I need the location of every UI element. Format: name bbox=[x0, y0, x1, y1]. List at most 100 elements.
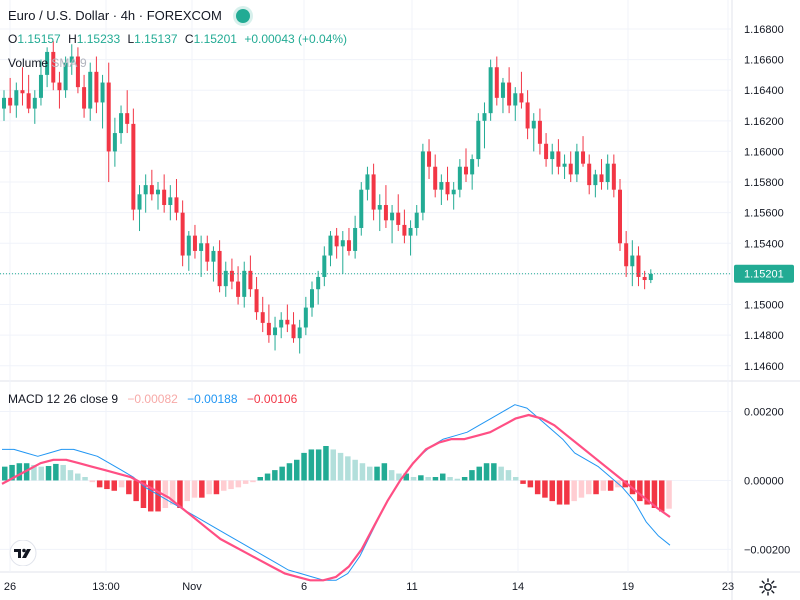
macd-histogram-bar bbox=[228, 480, 234, 490]
macd-lines bbox=[1, 404, 671, 582]
macd-histogram bbox=[2, 446, 672, 512]
macd-histogram-bar bbox=[498, 466, 504, 481]
candle-body bbox=[291, 324, 296, 339]
candle-body bbox=[519, 93, 524, 103]
macd-histogram-bar bbox=[67, 470, 74, 481]
macd-histogram-bar bbox=[600, 480, 607, 491]
candle-body bbox=[507, 82, 512, 106]
candle-body bbox=[45, 51, 50, 75]
candle-body bbox=[112, 133, 117, 152]
candle-body bbox=[20, 90, 25, 94]
time-tick-label: 13:00 bbox=[92, 581, 120, 593]
macd-hist-value: −0.00082 bbox=[127, 392, 178, 406]
macd-histogram-bar bbox=[199, 480, 205, 498]
change-value: +0.00043 (+0.04%) bbox=[244, 32, 348, 46]
candle-body bbox=[125, 113, 130, 124]
candle-body bbox=[353, 227, 358, 251]
candle-body bbox=[260, 312, 265, 323]
candle-body bbox=[562, 163, 567, 167]
macd-histogram-bar bbox=[9, 464, 15, 481]
price-tick-label: 1.15800 bbox=[744, 177, 784, 189]
price-candles bbox=[0, 41, 732, 354]
candle-body bbox=[482, 113, 487, 121]
macd-histogram-bar bbox=[206, 480, 212, 495]
price-axis[interactable]: 1.16800 1.16600 1.16400 1.16200 1.16000 1.158… bbox=[734, 24, 794, 556]
candle-body bbox=[229, 270, 234, 282]
candle-body bbox=[75, 56, 80, 88]
candle-body bbox=[223, 270, 228, 287]
candle-body bbox=[624, 243, 629, 267]
candle-body bbox=[371, 174, 376, 210]
candle-body bbox=[26, 93, 31, 109]
volume-legend[interactable]: Volume SMA 9 bbox=[8, 56, 87, 70]
macd-histogram-bar bbox=[659, 480, 665, 512]
candle-body bbox=[322, 255, 327, 277]
macd-histogram-bar bbox=[126, 480, 132, 495]
macd-tick-label: −0.00200 bbox=[744, 544, 790, 556]
close-value: 1.15201 bbox=[193, 32, 237, 46]
candle-body bbox=[236, 281, 241, 297]
candle-body bbox=[248, 270, 253, 290]
macd-histogram-bar bbox=[169, 480, 176, 505]
macd-histogram-bar bbox=[505, 470, 512, 481]
macd-histogram-bar bbox=[323, 446, 329, 481]
candle-body bbox=[297, 327, 302, 339]
candle-body bbox=[618, 189, 622, 244]
macd-histogram-bar bbox=[352, 459, 358, 481]
candle-body bbox=[494, 67, 499, 98]
candle-body bbox=[414, 212, 419, 228]
candle-body bbox=[611, 163, 616, 190]
candle-body bbox=[642, 276, 647, 281]
macd-histogram-bar bbox=[666, 480, 672, 509]
candle-body bbox=[32, 97, 37, 109]
macd-histogram-bar bbox=[242, 480, 249, 484]
candle-body bbox=[420, 151, 425, 213]
macd-histogram-bar bbox=[527, 480, 534, 488]
price-tick-label: 1.14600 bbox=[744, 361, 784, 373]
settings-gear-icon[interactable] bbox=[758, 577, 778, 597]
candle-body bbox=[433, 166, 438, 190]
price-tick-label: 1.16000 bbox=[744, 146, 784, 158]
candle-body bbox=[396, 212, 401, 225]
macd-histogram-bar bbox=[133, 480, 139, 502]
macd-histogram-bar bbox=[235, 480, 242, 488]
price-tick-label: 1.16600 bbox=[744, 55, 784, 67]
tradingview-logo-icon[interactable] bbox=[8, 540, 38, 566]
macd-histogram-bar bbox=[491, 463, 497, 481]
time-axis[interactable]: 26 13:00 Nov 6 11 14 19 23 bbox=[4, 581, 734, 593]
macd-histogram-bar bbox=[264, 473, 271, 481]
macd-histogram-bar bbox=[520, 480, 526, 484]
macd-histogram-bar bbox=[549, 480, 555, 502]
candle-body bbox=[574, 151, 579, 175]
candle-body bbox=[408, 227, 413, 236]
high-label: H bbox=[68, 32, 77, 46]
time-tick-label: 19 bbox=[622, 581, 634, 593]
market-status-icon[interactable] bbox=[235, 8, 250, 23]
candle-body bbox=[328, 235, 333, 256]
candle-body bbox=[94, 71, 99, 103]
candle-body bbox=[593, 174, 598, 186]
macd-legend[interactable]: MACD 12 26 close 9 −0.00082 −0.00188 −0.… bbox=[8, 392, 297, 406]
last-price-label: 1.15201 bbox=[744, 269, 784, 281]
candle-body bbox=[57, 82, 62, 91]
candle-body bbox=[162, 189, 167, 206]
candle-body bbox=[149, 185, 154, 195]
macd-title: MACD 12 26 close 9 bbox=[8, 392, 119, 406]
macd-histogram-bar bbox=[308, 449, 315, 481]
candle-body bbox=[445, 182, 450, 195]
candle-body bbox=[131, 123, 136, 210]
candle-body bbox=[106, 82, 111, 152]
macd-tick-label: 0.00200 bbox=[744, 407, 784, 419]
macd-tick-label: 0.00000 bbox=[744, 475, 784, 487]
candle-body bbox=[581, 151, 586, 164]
macd-histogram-bar bbox=[286, 463, 293, 481]
candle-body bbox=[383, 205, 388, 221]
symbol-title[interactable]: Euro / U.S. Dollar · 4h · FOREXCOM bbox=[8, 8, 250, 23]
macd-histogram-bar bbox=[359, 463, 366, 481]
ohlc-legend: O1.15157 H1.15233 L1.15137 C1.15201 +0.0… bbox=[8, 32, 351, 46]
candle-body bbox=[205, 243, 210, 262]
macd-histogram-bar bbox=[162, 480, 169, 508]
candle-body bbox=[156, 189, 160, 195]
